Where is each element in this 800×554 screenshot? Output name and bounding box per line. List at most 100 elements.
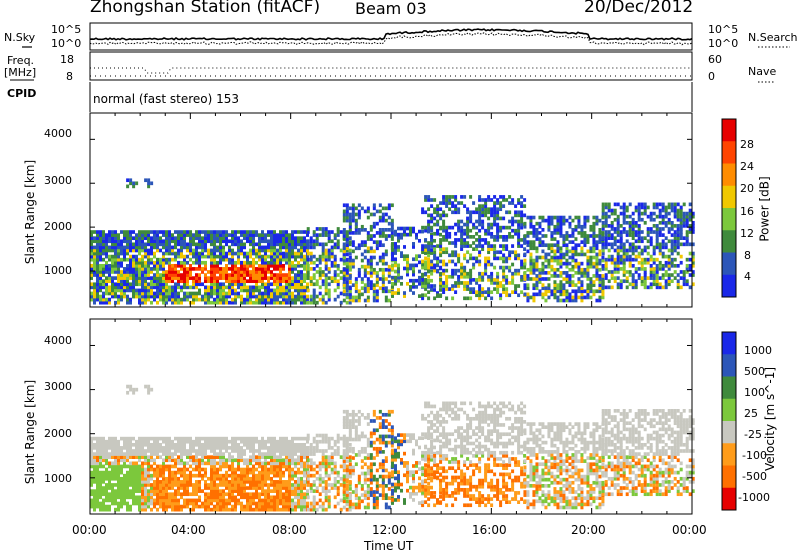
power-cell <box>309 254 313 259</box>
power-cell <box>162 230 165 234</box>
power-cell <box>267 233 270 237</box>
power-cell <box>619 245 623 250</box>
power-cell <box>129 233 132 237</box>
power-cell <box>318 254 322 259</box>
power-cell <box>126 230 129 234</box>
power-cell <box>108 254 111 259</box>
velocity-cell <box>135 467 138 472</box>
velocity-cell <box>90 489 93 493</box>
velocity-cell <box>132 442 135 447</box>
velocity-cell <box>90 439 93 444</box>
power-cell <box>496 284 500 288</box>
power-cell <box>418 269 421 274</box>
power-cell <box>351 215 355 220</box>
velocity-cell <box>132 464 135 469</box>
power-cell <box>487 250 491 255</box>
velocity-cell <box>243 461 246 466</box>
power-cell <box>378 203 382 208</box>
power-cell <box>499 216 503 221</box>
power-cell <box>258 267 261 271</box>
power-cell <box>532 258 536 263</box>
velocity-cell <box>228 489 231 493</box>
power-cell <box>538 231 542 235</box>
power-cell <box>535 234 539 238</box>
power-cell <box>108 285 111 290</box>
power-cell <box>171 251 174 256</box>
power-cell <box>273 273 276 277</box>
velocity-cell <box>201 504 204 509</box>
power-cell <box>421 278 425 282</box>
velocity-cell <box>195 436 198 441</box>
power-cell <box>132 267 135 271</box>
power-cell <box>649 239 653 244</box>
power-cell <box>502 256 506 261</box>
power-cell <box>529 252 533 257</box>
power-cell <box>463 268 467 273</box>
power-cell <box>631 233 635 237</box>
power-cell <box>345 203 349 208</box>
power-cell <box>351 298 355 303</box>
velocity-cell <box>165 492 168 497</box>
power-cell <box>141 245 144 250</box>
power-cell <box>240 239 243 244</box>
velocity-cell <box>207 492 210 497</box>
power-cell <box>96 291 99 296</box>
velocity-cell <box>192 492 195 497</box>
power-cell <box>523 283 527 287</box>
velocity-cell <box>270 476 273 481</box>
power-cell <box>207 233 210 237</box>
power-cell <box>99 251 102 256</box>
power-cell <box>345 261 349 266</box>
power-cell <box>457 253 461 258</box>
power-cell <box>360 240 364 244</box>
velocity-cell <box>240 492 243 497</box>
velocity-cell <box>174 473 177 478</box>
power-cell <box>195 248 198 253</box>
power-cell <box>562 292 566 297</box>
power-cell <box>592 215 596 220</box>
power-cell <box>342 249 346 254</box>
nsearch-line <box>89 32 693 46</box>
power-cell <box>559 298 563 303</box>
power-cell <box>234 291 237 296</box>
power-cell <box>595 255 599 260</box>
power-cell <box>541 271 545 275</box>
velocity-cell <box>255 483 258 487</box>
power-cell <box>372 283 376 287</box>
power-cell <box>312 245 316 250</box>
power-cell <box>159 239 162 244</box>
power-cell <box>517 284 521 288</box>
power-cell <box>475 210 479 215</box>
power-cell <box>366 258 370 263</box>
power-cell <box>637 211 641 216</box>
power-cell <box>448 287 452 291</box>
power-cell <box>400 254 403 259</box>
power-cell <box>448 195 452 199</box>
power-cell <box>616 254 620 259</box>
velocity-cell <box>168 483 171 487</box>
power-cell <box>153 245 156 250</box>
power-cell <box>369 255 373 260</box>
power-cell <box>288 239 291 244</box>
power-cell <box>141 288 144 293</box>
velocity-cell <box>216 439 219 444</box>
power-cell <box>652 205 656 210</box>
power-cell <box>571 267 575 272</box>
power-cell <box>487 244 491 248</box>
power-cell <box>451 287 455 291</box>
velocity-cell <box>186 486 189 490</box>
power-cell <box>351 283 355 287</box>
power-cell <box>505 238 509 242</box>
power-cell <box>195 294 198 299</box>
power-cell <box>436 228 440 233</box>
power-cell <box>661 220 665 225</box>
power-cell <box>138 251 141 256</box>
power-cell <box>312 276 316 280</box>
velocity-cell <box>177 480 180 484</box>
velocity-cell <box>171 470 174 475</box>
power-cell <box>532 231 536 235</box>
power-cell <box>201 282 204 287</box>
power-cell <box>351 206 355 211</box>
power-cell <box>529 261 533 266</box>
velocity-cell <box>138 439 141 444</box>
